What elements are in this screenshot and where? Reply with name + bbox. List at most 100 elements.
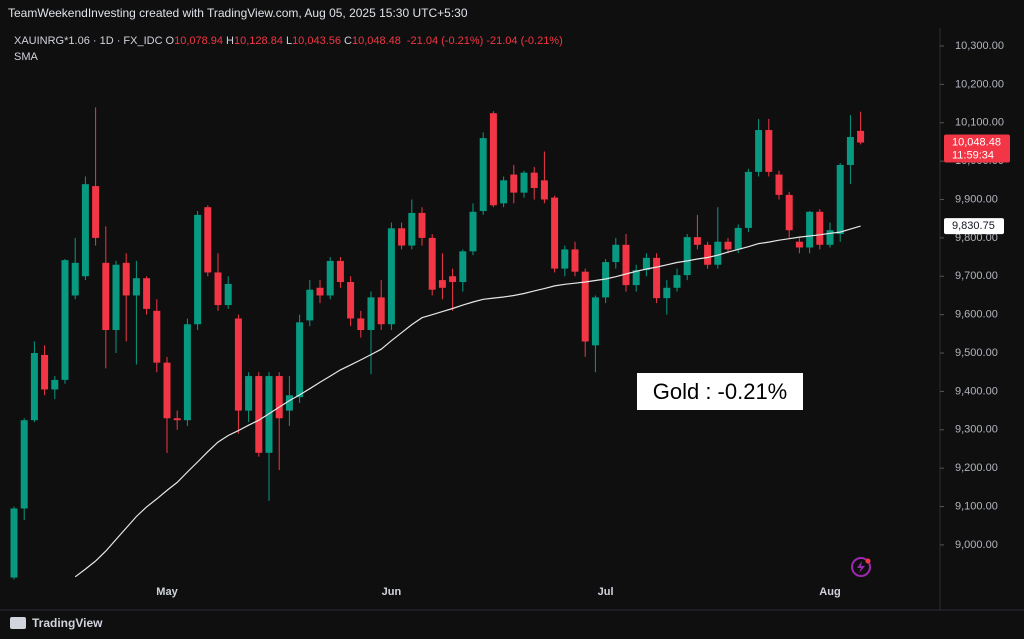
y-tick-label: 9,800.00 (955, 232, 998, 244)
y-tick-label: 10,100.00 (955, 117, 1004, 129)
candle-body (734, 227, 742, 250)
candle-body (367, 297, 375, 331)
candle-body (612, 244, 620, 263)
candle-body (663, 287, 671, 299)
candle-body (846, 136, 854, 165)
candle-body (765, 130, 773, 172)
ohlc-value: 10,128.84 (234, 35, 283, 47)
candle-body (81, 184, 89, 277)
candle-body (510, 174, 518, 193)
y-tick-label: 9,000.00 (955, 539, 998, 551)
candle-body (326, 260, 334, 296)
annotation: Gold : -0.21% (653, 379, 788, 404)
candle-body (479, 138, 487, 212)
candle-body (489, 113, 497, 206)
candle-body (20, 420, 28, 509)
candle-body (622, 244, 630, 286)
y-tick-label: 9,700.00 (955, 270, 998, 282)
candle-body (336, 260, 344, 283)
candle-body (163, 362, 171, 419)
candle-body (61, 260, 69, 380)
candle-body (204, 207, 212, 273)
y-tick-label: 9,400.00 (955, 385, 998, 397)
candle-body (92, 186, 100, 238)
candle-body (387, 228, 395, 325)
candle-body (551, 197, 559, 269)
candle-body (347, 282, 355, 319)
candle-body (642, 257, 650, 271)
y-tick-label: 10,300.00 (955, 40, 1004, 52)
last-price-tag (944, 134, 1010, 163)
alert-dot (865, 558, 871, 564)
ohlc-key: L (285, 35, 293, 47)
y-tick-label: 9,900.00 (955, 193, 998, 205)
candle-body (775, 174, 783, 195)
candle-body (693, 237, 701, 245)
candle-body (316, 287, 324, 296)
candle-body (540, 180, 548, 200)
legend: XAUINRG*1.06 · 1D · FX_IDC O10,078.94 H10,… (14, 33, 566, 65)
candle-body (234, 318, 242, 411)
countdown: 11:59:34 (952, 149, 994, 161)
candle-body (224, 283, 232, 306)
candle-body (632, 270, 640, 286)
candle-body (744, 171, 752, 228)
logo-icon (10, 617, 26, 629)
candle-body (520, 172, 528, 193)
indicator: SMA (14, 51, 38, 63)
x-tick-label: May (156, 586, 178, 598)
sma-tag (944, 218, 1004, 235)
candle-body (132, 278, 140, 296)
candle-body (795, 241, 803, 248)
candle-body (183, 324, 191, 421)
candle-body (408, 212, 416, 246)
symbol: XAUINRG*1.06 · 1D · FX_IDC (14, 35, 163, 47)
candle-body (826, 230, 834, 245)
candle-body (438, 280, 446, 288)
candle-body (469, 211, 477, 252)
logo: TradingView (32, 616, 103, 630)
candle-body (816, 211, 824, 245)
candle-body (785, 194, 793, 231)
y-tick-label: 9,600.00 (955, 309, 998, 321)
candle-body (194, 214, 202, 325)
ohlc: O10,078.94 H10,128.84 L10,043.56 C10,048.48 (166, 35, 404, 47)
x-tick-label: Aug (819, 586, 840, 598)
candle-body (591, 297, 599, 346)
y-tick-label: 9,300.00 (955, 424, 998, 436)
y-tick-label: 9,100.00 (955, 500, 998, 512)
ohlc-value: 10,048.48 (351, 35, 401, 47)
candle-body (428, 237, 436, 290)
alert-bolt (857, 561, 865, 573)
sma-line (74, 225, 861, 578)
candle-body (173, 418, 181, 421)
y-tick-label: 9,200.00 (955, 462, 998, 474)
candle-body (418, 212, 426, 238)
ohlc-key: O (165, 35, 175, 47)
legend-row: XAUINRG*1.06 · 1D · FX_IDC O10,078.94 H10,… (14, 33, 566, 49)
candle-body (683, 237, 691, 276)
candle-body (449, 276, 457, 283)
candle-body (51, 379, 59, 390)
annotation-box (637, 373, 803, 410)
candle-body (500, 180, 508, 204)
candle-body (265, 376, 273, 453)
candle-body (30, 353, 38, 421)
y-tick-label: 10,200.00 (955, 78, 1004, 90)
ohlc-key: H (226, 35, 234, 47)
alert-icon[interactable] (851, 557, 871, 577)
candle-body (857, 130, 865, 143)
candle-body (143, 278, 151, 309)
candle-body (653, 257, 661, 299)
candle-body (806, 211, 814, 248)
candle-body (602, 262, 610, 298)
last-price-label: 10,048.48 (952, 136, 1001, 148)
x-tick-label: Jul (598, 586, 614, 598)
candle-body (377, 297, 385, 325)
candle-body (153, 310, 161, 363)
ohlc-key: C (344, 35, 352, 47)
change: -21.04 (-0.21%) (406, 35, 484, 47)
